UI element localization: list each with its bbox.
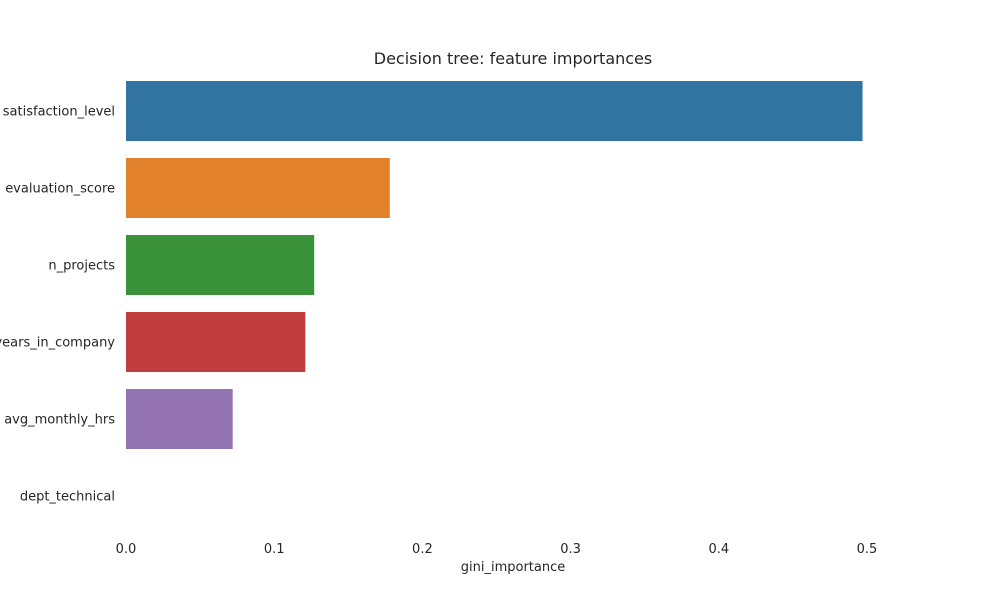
x-tick-label: 0.4 xyxy=(708,542,729,557)
y-tick-label: dept_technical xyxy=(20,490,115,505)
y-tick-label: evaluation_score xyxy=(5,182,115,197)
x-tick-label: 0.5 xyxy=(857,542,878,557)
x-tick-label: 0.3 xyxy=(560,542,581,557)
chart-title: Decision tree: feature importances xyxy=(374,49,652,68)
x-tick-label: 0.0 xyxy=(116,542,137,557)
bars-group xyxy=(126,81,863,449)
y-tick-labels: satisfaction_level evaluation_score n_proj… xyxy=(0,105,115,505)
x-tick-label: 0.2 xyxy=(412,542,433,557)
y-tick-label: years_in_company xyxy=(0,336,115,351)
y-tick-label: satisfaction_level xyxy=(3,105,115,120)
y-tick-label: avg_monthly_hrs xyxy=(4,413,115,428)
x-axis-label: gini_importance xyxy=(461,560,566,575)
y-tick-label: n_projects xyxy=(48,259,115,274)
bar-avg-monthly-hrs xyxy=(126,389,233,449)
x-tick-labels: 0.0 0.1 0.2 0.3 0.4 0.5 xyxy=(116,542,878,557)
bar-satisfaction-level xyxy=(126,81,863,141)
bar-evaluation-score xyxy=(126,158,390,218)
bar-years-in-company xyxy=(126,312,306,372)
x-tick-label: 0.1 xyxy=(264,542,285,557)
bar-n-projects xyxy=(126,235,315,295)
